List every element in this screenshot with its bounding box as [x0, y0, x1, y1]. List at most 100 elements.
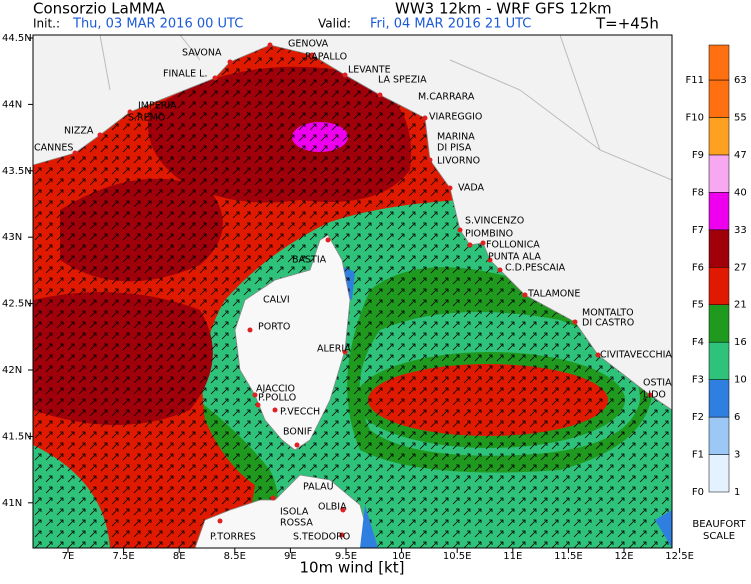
place-label: PUNTA ALA: [488, 252, 541, 263]
place-label: NIZZA: [64, 126, 94, 137]
place-label: SAVONA: [182, 48, 222, 59]
place-dot: [294, 442, 300, 448]
place-label: FINALE L.: [163, 69, 208, 80]
place-label: LA SPEZIA: [378, 75, 427, 86]
legend-level: F11: [686, 75, 704, 86]
place-dot: [252, 392, 258, 398]
place-label: M.CARRARA: [418, 92, 475, 103]
legend-swatch: [708, 117, 730, 156]
legend-level: F4: [692, 337, 704, 348]
legend-level: F8: [692, 187, 704, 198]
place-label: VADA: [458, 183, 485, 194]
init-label: Init.:: [33, 17, 60, 31]
place-label: S.VINCENZO: [465, 216, 524, 227]
lat-tick-label: 43N: [2, 232, 22, 243]
place-dot: [227, 59, 233, 65]
place-label: LIVORNO: [437, 156, 480, 167]
place-dot: [447, 185, 453, 191]
lat-tick-label: 42N: [2, 365, 22, 376]
legend-level: F2: [692, 412, 704, 423]
place-dot: [480, 240, 486, 246]
place-dot: [342, 349, 348, 355]
legend-value: 1: [734, 487, 740, 498]
place-dot: [572, 319, 578, 325]
legend-level: F3: [692, 375, 704, 386]
legend-swatch: [708, 379, 730, 418]
place-label: ALERIA: [317, 344, 351, 355]
place-label: BONIF: [283, 427, 312, 438]
place-label: P.TORRES: [210, 532, 256, 543]
init: Thu, 03 MAR 2016 00 UTC: [72, 17, 243, 32]
x-axis-label: 10m wind [kt]: [300, 559, 405, 577]
place-label: PORTO: [258, 322, 290, 333]
place-dot: [97, 132, 103, 138]
legend-swatch: [708, 229, 730, 268]
place-dot: [377, 92, 383, 98]
place-label: LIDO: [643, 390, 666, 401]
legend-swatch: [708, 79, 730, 118]
legend-swatch: [708, 454, 730, 493]
place-label: VIAREGGIO: [429, 112, 482, 123]
legend-swatch: [708, 267, 730, 305]
place-label: S.TEODORO: [293, 532, 350, 543]
legend-level: F10: [686, 112, 704, 123]
legend-value: 33: [734, 225, 747, 236]
place-label: P.VECCH: [280, 407, 320, 418]
place-label: MONTALTO: [582, 308, 634, 319]
place-dot: [255, 402, 261, 408]
place-label: DI CASTRO: [582, 318, 634, 329]
org: Consorzio LaMMA: [33, 0, 166, 18]
legend-title: BEAUFORT: [692, 519, 746, 530]
place-label: PALAU: [303, 482, 334, 493]
place-dot: [595, 352, 601, 358]
legend-level: F5: [692, 300, 704, 311]
place-dot: [272, 407, 278, 413]
legend-value: 27: [734, 262, 747, 273]
lon-tick-label: 10E: [392, 551, 411, 562]
place-label: FOLLONICA: [486, 240, 540, 251]
place-label: TALAMONE: [527, 289, 580, 300]
legend-swatch: [708, 416, 730, 455]
legend-swatch: [708, 154, 730, 193]
place-dot: [457, 227, 463, 233]
place-dot: [217, 518, 223, 524]
place-dot: [270, 495, 276, 501]
lon-tick-label: 11.5E: [554, 551, 583, 562]
lat-tick-label: 41N: [2, 498, 22, 509]
place-dot: [309, 52, 315, 58]
place-label: OLBIA: [318, 502, 347, 513]
legend-swatch: [708, 192, 730, 231]
legend-value: 47: [734, 150, 747, 161]
place-label: ISOLA: [280, 507, 309, 518]
place-dot: [467, 242, 473, 248]
legend-value: 63: [734, 75, 747, 86]
legend-level: F0: [692, 487, 704, 498]
place-label: C.D.PESCAIA: [505, 263, 566, 274]
lat-tick-label: 43.5N: [2, 166, 32, 177]
place-label: CALVI: [263, 295, 290, 306]
lat-tick-label: 42.5N: [2, 299, 32, 310]
place-label: CANNES: [34, 143, 73, 154]
lon-tick-label: 8.5E: [224, 551, 246, 562]
place-label: GENOVA: [288, 39, 329, 50]
place-label: LEVANTE: [348, 65, 391, 76]
wind-field: [33, 35, 672, 548]
legend-value: 10: [734, 375, 747, 386]
place-label: S.REMO: [128, 113, 165, 124]
legend-level: F1: [692, 450, 704, 461]
legend-value: 6: [734, 412, 740, 423]
legend-swatch: [708, 44, 730, 81]
lat-tick-label: 41.5N: [2, 431, 32, 442]
lon-tick-label: 12.5E: [665, 551, 694, 562]
place-dot: [127, 109, 133, 115]
place-label: MARINA: [437, 132, 475, 143]
valid: Fri, 04 MAR 2016 21 UTC: [370, 17, 531, 32]
place-dot: [522, 292, 528, 298]
legend-swatch: [708, 304, 730, 343]
lon-tick-label: 7E: [62, 551, 75, 562]
place-label: IMPERIA: [138, 101, 177, 112]
place-dot: [325, 237, 331, 243]
lon-tick-label: 8E: [173, 551, 186, 562]
legend-level: F7: [692, 225, 704, 236]
